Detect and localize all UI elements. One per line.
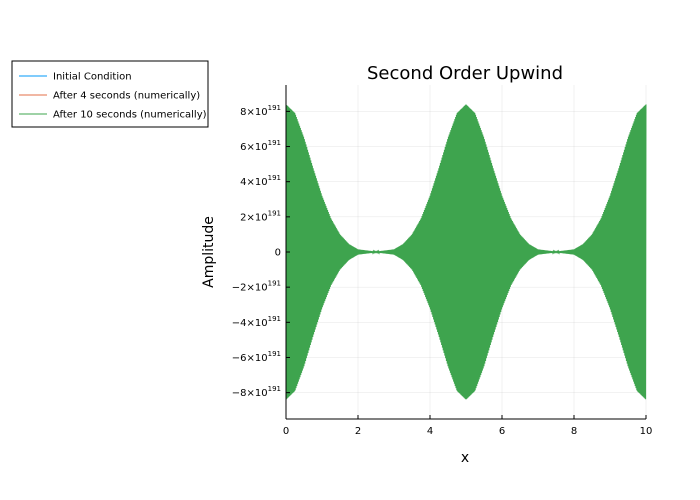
y-tick-label: −6×10191 [232, 350, 281, 364]
y-tick-label: 0 [275, 248, 281, 259]
x-tick-label: 4 [427, 426, 433, 437]
y-tick-label: 4×10191 [240, 174, 281, 188]
y-tick-label: 6×10191 [240, 139, 281, 153]
y-tick-label: −4×10191 [232, 315, 281, 329]
x-ticks: 0 2 4 6 8 10 [283, 415, 653, 437]
legend-label-4s: After 4 seconds (numerically) [53, 91, 200, 102]
legend: Initial Condition After 4 seconds (numer… [11, 60, 209, 128]
y-axis-label: Amplitude [201, 216, 217, 288]
x-tick-label: 0 [283, 426, 289, 437]
x-axis-label: x [461, 450, 469, 466]
series-line-10s [285, 104, 647, 400]
series-layer [285, 104, 647, 400]
x-tick-label: 10 [640, 426, 653, 437]
y-tick-label: 8×10191 [240, 104, 281, 118]
legend-box [11, 60, 209, 128]
y-tick-label: −8×10191 [232, 385, 281, 399]
legend-label-initial: Initial Condition [53, 72, 132, 83]
x-tick-label: 6 [499, 426, 505, 437]
y-tick-label: −2×10191 [232, 280, 281, 294]
legend-label-10s: After 10 seconds (numerically) [53, 110, 207, 121]
x-tick-label: 8 [571, 426, 577, 437]
x-tick-label: 2 [355, 426, 361, 437]
chart-title: Second Order Upwind [367, 63, 563, 84]
y-tick-label: 2×10191 [240, 209, 281, 223]
y-ticks: 8×10191 6×10191 4×10191 2×10191 0 −2×10191 −4×… [232, 104, 290, 399]
